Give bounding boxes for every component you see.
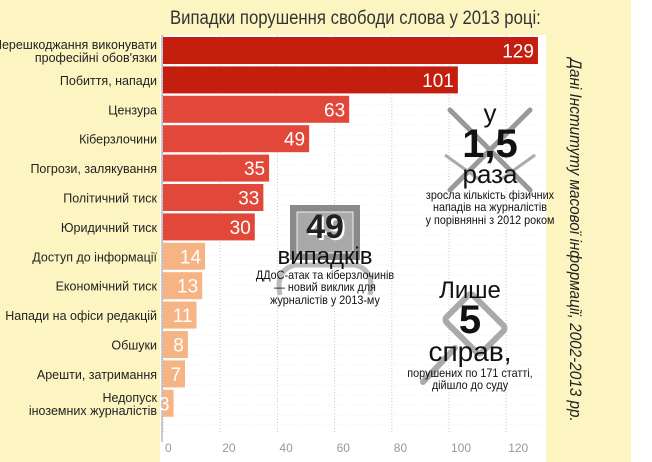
growth-unit: раза — [462, 159, 518, 190]
category-label: Обшуки — [111, 339, 157, 353]
court-pre: Лише — [439, 277, 501, 304]
x-tick-label: 60 — [337, 441, 351, 455]
bar — [163, 66, 458, 94]
bar — [163, 331, 188, 358]
gavel-icon — [420, 291, 508, 385]
bar-value-label: 63 — [324, 100, 345, 121]
x-tick-label: 40 — [279, 441, 293, 455]
bar — [163, 125, 310, 153]
bar-value-label: 49 — [284, 130, 305, 151]
bar — [163, 360, 186, 388]
bar-value-label: 3 — [159, 394, 170, 415]
computer-icon — [276, 205, 374, 296]
bar — [163, 95, 350, 123]
bar-value-label: 14 — [180, 247, 202, 268]
court-text-1: порушених по 171 статті, — [407, 365, 533, 380]
category-label: Погрози, залякування — [30, 162, 157, 176]
bar-value-label: 35 — [244, 159, 265, 180]
bar-value-label: 8 — [173, 336, 184, 357]
growth-text-1: зросла кількість фізичних — [425, 187, 555, 202]
growth-number: 1,5 — [462, 122, 518, 167]
bar — [163, 272, 203, 300]
x-tick-label: 80 — [394, 441, 408, 455]
category-label: Побиття, напади — [60, 74, 157, 88]
bar — [163, 301, 197, 329]
category-label: Економічний тиск — [56, 280, 158, 294]
court-annotation: Лише 5 справ, порушених по 171 статті, д… — [395, 278, 545, 392]
ddos-text-2: — новий виклик для — [274, 280, 376, 295]
right-margin — [631, 0, 652, 462]
category-label: Кіберзлочини — [79, 133, 157, 147]
crossed-sticks-icon — [444, 107, 536, 193]
category-label: Цензура — [108, 103, 157, 117]
bar — [163, 37, 538, 64]
growth-text-2: нападів на журналістів — [432, 200, 548, 215]
ddos-annotation: 49 випадків ДДоС-атак та кіберзлочинів —… — [230, 208, 420, 308]
bar-value-label: 129 — [502, 42, 534, 63]
growth-annotation: у 1,5 раза зросла кількість фізичних нап… — [400, 98, 580, 227]
court-text-2: дійшло до суду — [431, 378, 509, 393]
court-number: 5 — [458, 298, 482, 343]
ddos-unit: випадків — [277, 242, 373, 270]
bar — [163, 242, 206, 270]
category-label: Арешти, затримання — [37, 368, 157, 382]
bar-value-label: 30 — [230, 218, 251, 239]
chart-title: Випадки порушення свободи слова у 2013 р… — [170, 8, 541, 29]
category-label: Перешкоджання виконувати — [0, 38, 157, 52]
bar — [163, 154, 270, 182]
category-label: Політичний тиск — [63, 192, 157, 206]
x-tick-label: 120 — [508, 441, 528, 455]
bar — [163, 213, 255, 241]
category-label: професійні обов'язки — [35, 51, 157, 65]
category-label: Напади на офіси редакцій — [5, 309, 157, 323]
bar-value-label: 33 — [238, 189, 259, 210]
bar — [163, 184, 264, 211]
bar-value-label: 11 — [173, 306, 193, 327]
bar-value-label: 7 — [170, 365, 181, 386]
category-label: Доступ до інформації — [32, 250, 157, 264]
ddos-number: 49 — [306, 208, 344, 246]
bar-value-label: 13 — [177, 277, 198, 298]
bar — [163, 389, 174, 417]
ddos-text-1: ДДоС-атак та кіберзлочинів — [255, 267, 395, 282]
growth-text-3: у порівнянні з 2012 роком — [425, 212, 555, 227]
category-label: Недопуск — [102, 391, 157, 405]
ddos-text-3: журналістів у 2013-му — [270, 293, 380, 308]
x-tick-label: 20 — [222, 441, 236, 455]
bar-value-label: 101 — [422, 71, 454, 92]
x-tick-label: 100 — [451, 441, 471, 455]
growth-pre: у — [483, 98, 497, 128]
category-label: Юридичний тиск — [61, 221, 158, 235]
court-unit: справ, — [428, 336, 512, 368]
x-tick-label: 0 — [165, 441, 172, 455]
category-label: іноземних журналістів — [29, 404, 157, 418]
